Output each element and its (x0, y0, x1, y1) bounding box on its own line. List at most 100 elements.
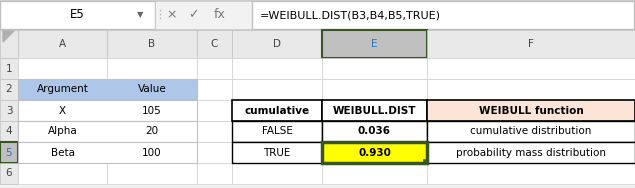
Bar (427, 142, 635, 163)
Bar (197, 79, 232, 100)
Bar (427, 163, 635, 184)
Text: 5: 5 (6, 148, 12, 158)
Text: ×: × (167, 8, 177, 21)
Bar (322, 121, 427, 142)
Bar (107, 163, 197, 184)
Text: ⋮: ⋮ (154, 10, 166, 20)
Text: E5: E5 (70, 8, 84, 21)
Bar (18, 100, 107, 121)
Bar (232, 163, 322, 184)
Bar (197, 58, 232, 79)
Text: 0.930: 0.930 (358, 148, 391, 158)
Bar (18, 121, 197, 142)
Bar (322, 100, 427, 121)
Bar (232, 142, 322, 163)
Bar (107, 58, 197, 79)
Text: 0.036: 0.036 (358, 127, 391, 136)
Bar (107, 142, 197, 163)
Polygon shape (3, 31, 14, 42)
Text: D: D (273, 39, 281, 49)
Bar (322, 163, 427, 184)
Bar (232, 100, 322, 121)
Bar (107, 30, 197, 58)
Text: 0.930: 0.930 (358, 148, 391, 158)
Bar (322, 142, 427, 163)
Text: 3: 3 (6, 105, 12, 115)
Bar (322, 58, 427, 79)
Text: 1: 1 (6, 64, 12, 74)
Bar (427, 121, 635, 142)
Bar (0, 30, 18, 58)
Text: ✓: ✓ (188, 8, 198, 21)
Text: 2: 2 (6, 84, 12, 95)
Bar (423, 159, 428, 164)
Bar (427, 79, 635, 100)
Bar (18, 58, 107, 79)
Bar (18, 142, 107, 163)
Bar (197, 121, 232, 142)
Bar (107, 121, 197, 142)
Text: fx: fx (214, 8, 226, 21)
Text: Value: Value (138, 84, 166, 95)
Bar (427, 58, 635, 79)
Text: 100: 100 (142, 148, 162, 158)
Bar (0, 58, 18, 79)
Bar (18, 163, 107, 184)
Bar (427, 142, 635, 163)
Bar (18, 79, 197, 100)
Bar (18, 30, 107, 58)
Bar (232, 121, 322, 142)
Bar (0, 163, 18, 184)
Bar (18, 121, 107, 142)
Text: C: C (211, 39, 218, 49)
Bar (18, 100, 197, 121)
Bar (0, 1, 155, 29)
Bar (197, 30, 232, 58)
Text: cumulative distribution: cumulative distribution (471, 127, 592, 136)
Text: TRUE: TRUE (264, 148, 291, 158)
Text: 105: 105 (142, 105, 162, 115)
Bar (252, 1, 634, 29)
Bar (0, 0, 635, 30)
Bar (197, 100, 232, 121)
Bar (232, 79, 322, 100)
Bar (197, 163, 232, 184)
Bar (197, 142, 232, 163)
Bar (107, 79, 197, 100)
Text: WEIBULL function: WEIBULL function (479, 105, 584, 115)
Text: A: A (59, 39, 66, 49)
Text: =WEIBULL.DIST(B3,B4,B5,TRUE): =WEIBULL.DIST(B3,B4,B5,TRUE) (260, 10, 441, 20)
Bar (232, 30, 322, 58)
Bar (0, 79, 18, 100)
Text: Alpha: Alpha (48, 127, 77, 136)
Text: B: B (149, 39, 156, 49)
Text: WEIBULL.DIST: WEIBULL.DIST (333, 105, 417, 115)
Text: ▼: ▼ (137, 11, 144, 20)
Bar (232, 100, 322, 121)
Text: cumulative: cumulative (244, 105, 310, 115)
Text: 4: 4 (6, 127, 12, 136)
Text: F: F (528, 39, 534, 49)
Bar (322, 142, 427, 163)
Bar (232, 121, 322, 142)
Bar (232, 58, 322, 79)
Text: Beta: Beta (51, 148, 74, 158)
Bar (18, 79, 107, 100)
Bar (427, 100, 635, 121)
Bar (107, 100, 197, 121)
Bar (0, 100, 18, 121)
Text: Argument: Argument (37, 84, 88, 95)
Text: X: X (59, 105, 66, 115)
Bar (322, 30, 427, 58)
Bar (427, 121, 635, 142)
Bar (427, 30, 635, 58)
Text: FALSE: FALSE (262, 127, 293, 136)
Bar (322, 100, 427, 121)
Bar (0, 142, 18, 163)
Text: E: E (371, 39, 378, 49)
Text: probability mass distribution: probability mass distribution (456, 148, 606, 158)
Text: 6: 6 (6, 168, 12, 178)
Bar (18, 142, 197, 163)
Bar (232, 142, 322, 163)
Bar (322, 142, 427, 163)
